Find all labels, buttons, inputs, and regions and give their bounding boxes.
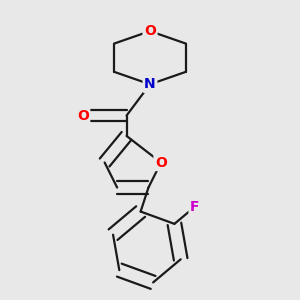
Text: F: F <box>190 200 200 214</box>
Text: O: O <box>155 155 167 170</box>
Text: N: N <box>144 77 156 91</box>
Text: O: O <box>77 109 89 123</box>
Text: O: O <box>144 24 156 38</box>
